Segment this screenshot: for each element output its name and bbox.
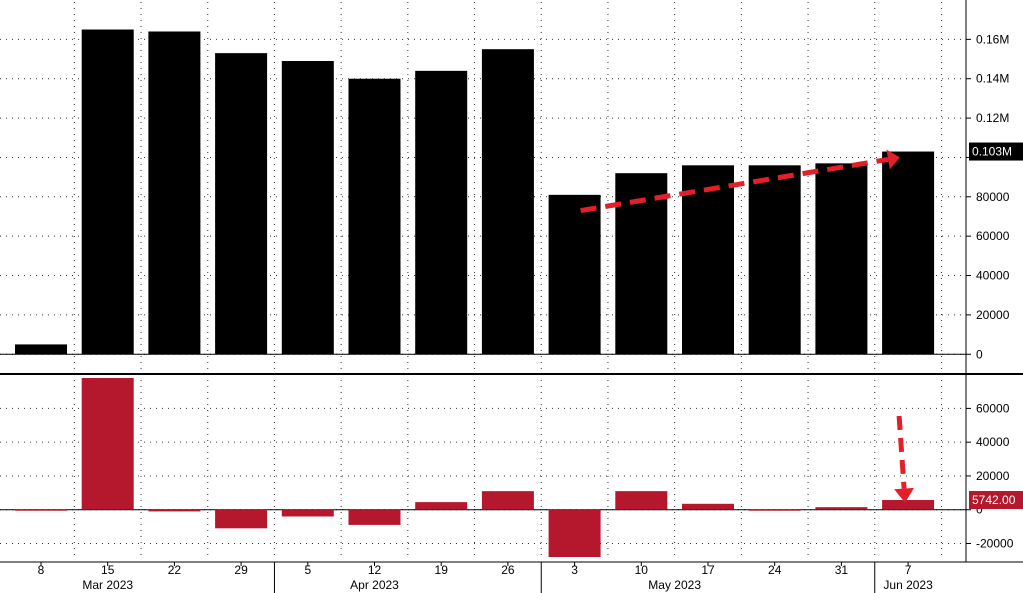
- month-label: Mar 2023: [82, 578, 133, 592]
- down-arrow-head: [894, 487, 915, 503]
- x-tick-label: 15: [101, 563, 115, 577]
- top-y-tick-label: 40000: [976, 269, 1010, 283]
- x-tick-label: 29: [234, 563, 248, 577]
- x-tick-label: 26: [501, 563, 515, 577]
- x-tick-label: 22: [168, 563, 182, 577]
- x-tick-label: 8: [38, 563, 45, 577]
- top-y-tick-label: 20000: [976, 308, 1010, 322]
- bottom-bar: [148, 509, 201, 512]
- bottom-bar: [682, 503, 734, 510]
- annotations: [580, 149, 915, 503]
- x-axis: 8 15 22 29 5 12 19 26 3 10 17 24 31 7 Mar 2023 Apr 2023…: [38, 562, 933, 593]
- x-tick-label: 31: [835, 563, 849, 577]
- x-tick-label: 19: [435, 563, 449, 577]
- x-tick-label: 3: [571, 563, 578, 577]
- top-bar: [348, 78, 401, 355]
- x-tick-label: 5: [304, 563, 311, 577]
- down-arrow-line: [896, 415, 907, 489]
- top-panel-y-axis: 0 20000 40000 60000 80000 0.12M 0.14M 0.16M 0.10…: [966, 32, 1023, 361]
- month-label: Apr 2023: [350, 578, 399, 592]
- x-tick-label: 24: [768, 563, 782, 577]
- top-bar: [748, 165, 801, 355]
- bottom-last-value-label: 5742.00: [972, 493, 1016, 507]
- top-bar: [15, 344, 67, 355]
- trend-arrow-line: [580, 156, 889, 214]
- top-y-tick-label: 0.14M: [976, 72, 1009, 86]
- top-y-tick-label: 80000: [976, 190, 1010, 204]
- top-bar: [682, 165, 734, 355]
- top-last-value-label: 0.103M: [972, 145, 1012, 159]
- bottom-bar: [815, 507, 868, 510]
- bottom-bar: [882, 500, 935, 510]
- top-bar: [481, 49, 534, 355]
- top-y-tick-label: 0: [976, 347, 983, 361]
- bottom-bar: [215, 509, 268, 529]
- top-panel-bars: [15, 29, 935, 355]
- bottom-y-tick-label: 40000: [976, 435, 1010, 449]
- top-bar: [882, 151, 935, 355]
- bottom-y-tick-label: -20000: [976, 536, 1014, 550]
- top-panel-grid: [0, 2, 966, 370]
- bottom-y-tick-label: 0: [976, 503, 983, 517]
- month-label: May 2023: [648, 578, 701, 592]
- bottom-bar: [415, 502, 468, 510]
- top-bar: [281, 61, 334, 355]
- top-last-value-badge: [969, 142, 1023, 161]
- bottom-bar: [348, 509, 401, 525]
- top-bar: [615, 173, 668, 355]
- bottom-y-tick-label: 60000: [976, 401, 1010, 415]
- top-bar: [415, 70, 468, 355]
- top-bar: [81, 29, 134, 355]
- top-y-tick-label: 0.16M: [976, 32, 1009, 46]
- x-tick-label: 17: [701, 563, 715, 577]
- top-bar: [215, 53, 268, 355]
- bottom-panel-grid: [0, 380, 966, 557]
- x-tick-label: 10: [635, 563, 649, 577]
- top-bar: [815, 163, 868, 355]
- bottom-bar: [15, 509, 67, 511]
- bottom-bar: [281, 509, 334, 517]
- top-y-tick-label: 60000: [976, 229, 1010, 243]
- month-label: Jun 2023: [883, 578, 933, 592]
- top-bar: [148, 31, 201, 355]
- bottom-bar: [748, 509, 801, 511]
- bottom-bar: [81, 378, 134, 510]
- bottom-panel-bars: [15, 378, 935, 557]
- bottom-bar: [481, 491, 534, 510]
- bottom-last-value-badge: [969, 491, 1023, 510]
- top-bar: [548, 194, 601, 355]
- bottom-bar: [615, 491, 668, 510]
- top-y-tick-label: 0.12M: [976, 111, 1009, 125]
- x-tick-label: 12: [368, 563, 382, 577]
- bottom-bar: [548, 509, 601, 557]
- trend-arrow-head: [886, 149, 900, 170]
- bottom-panel-y-axis: -20000 0 20000 40000 60000 5742.00: [966, 401, 1023, 550]
- x-tick-label: 7: [905, 563, 912, 577]
- bottom-y-tick-label: 20000: [976, 469, 1010, 483]
